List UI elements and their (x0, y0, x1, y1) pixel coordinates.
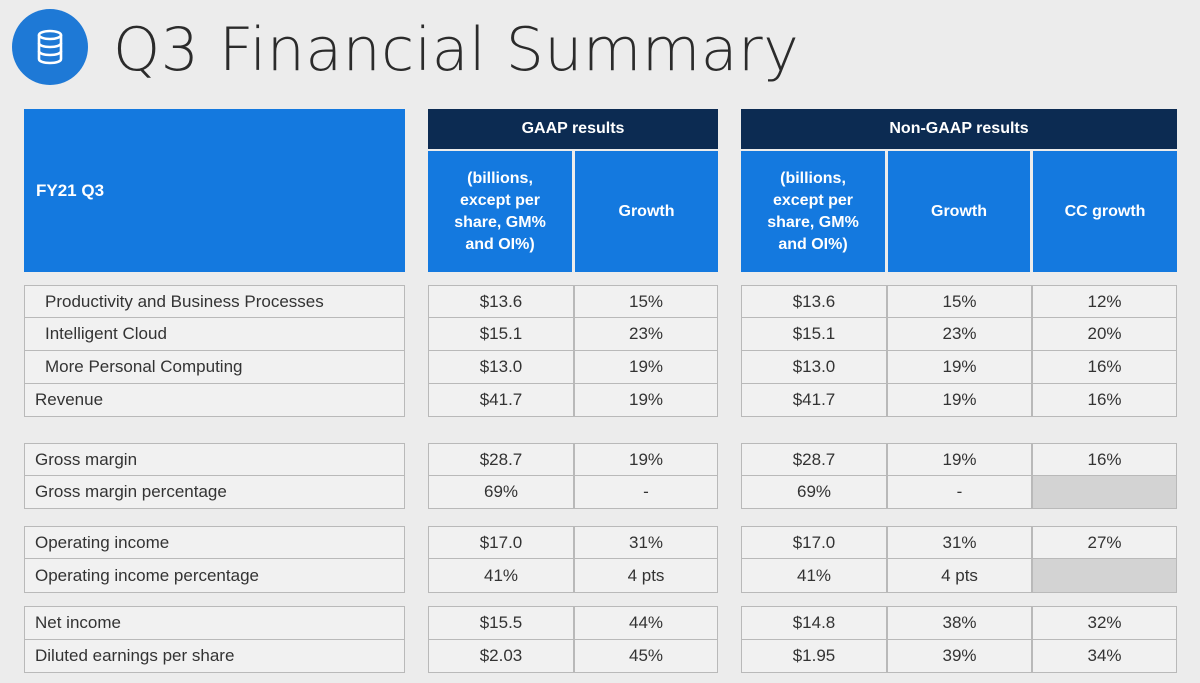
nongaap-col-growth-label: Growth (931, 202, 987, 220)
nongaap-col-growth-header: Growth (888, 151, 1030, 272)
cell-label: Productivity and Business Processes (24, 285, 405, 318)
cell-nongaap-amount: 69% (741, 476, 887, 509)
cell-nongaap-growth: 38% (887, 606, 1032, 640)
cell-gaap-amount: $28.7 (428, 443, 574, 476)
fy-header: FY21 Q3 (24, 109, 405, 272)
cell-gaap-amount: $15.5 (428, 606, 574, 640)
nongaap-col-amount-header: (billions, except per share, GM% and OI%… (741, 151, 885, 272)
cell-label: Revenue (24, 384, 405, 417)
cell-nongaap-cc-growth (1032, 559, 1177, 593)
cell-gaap-growth: - (574, 476, 718, 509)
cell-nongaap-cc-growth: 16% (1032, 443, 1177, 476)
cell-gaap-amount: $13.0 (428, 351, 574, 384)
cell-nongaap-amount: $13.0 (741, 351, 887, 384)
cell-gaap-amount: $17.0 (428, 526, 574, 559)
cell-nongaap-growth: 23% (887, 318, 1032, 351)
database-icon (12, 9, 88, 85)
nongaap-col-cc-label: CC growth (1064, 202, 1146, 220)
cell-gaap-growth: 19% (574, 384, 718, 417)
cell-nongaap-amount: $15.1 (741, 318, 887, 351)
gaap-col-growth-header: Growth (575, 151, 718, 272)
cell-nongaap-growth: 19% (887, 443, 1032, 476)
cell-gaap-growth: 44% (574, 606, 718, 640)
cell-gaap-growth: 19% (574, 443, 718, 476)
cell-gaap-amount: $15.1 (428, 318, 574, 351)
cell-gaap-growth: 23% (574, 318, 718, 351)
cell-label: Gross margin (24, 443, 405, 476)
cell-nongaap-amount: $13.6 (741, 285, 887, 318)
cell-gaap-growth: 31% (574, 526, 718, 559)
cell-gaap-growth: 45% (574, 640, 718, 673)
cell-nongaap-growth: 19% (887, 351, 1032, 384)
cell-nongaap-growth: 39% (887, 640, 1032, 673)
cell-label: Operating income (24, 526, 405, 559)
nongaap-col-cc-header: CC growth (1033, 151, 1177, 272)
cell-nongaap-growth: 4 pts (887, 559, 1032, 593)
nongaap-group-header: Non-GAAP results (741, 109, 1177, 149)
cell-nongaap-cc-growth: 34% (1032, 640, 1177, 673)
gaap-group-label: GAAP results (521, 120, 625, 137)
cell-nongaap-amount: $17.0 (741, 526, 887, 559)
cell-label: Diluted earnings per share (24, 640, 405, 673)
cell-nongaap-cc-growth (1032, 476, 1177, 509)
cell-nongaap-growth: 19% (887, 384, 1032, 417)
gaap-col-amount-label: (billions, except per share, GM% and OI%… (454, 169, 546, 253)
cell-nongaap-growth: - (887, 476, 1032, 509)
cell-nongaap-cc-growth: 20% (1032, 318, 1177, 351)
cell-nongaap-amount: $41.7 (741, 384, 887, 417)
cell-nongaap-cc-growth: 27% (1032, 526, 1177, 559)
gaap-col-growth-label: Growth (618, 202, 675, 220)
nongaap-group-label: Non-GAAP results (889, 120, 1029, 137)
cell-label: Operating income percentage (24, 559, 405, 593)
cell-gaap-growth: 15% (574, 285, 718, 318)
fy-label: FY21 Q3 (36, 180, 105, 200)
nongaap-col-amount-label: (billions, except per share, GM% and OI%… (767, 169, 859, 253)
cell-nongaap-cc-growth: 32% (1032, 606, 1177, 640)
cell-label: Intelligent Cloud (24, 318, 405, 351)
cell-label: More Personal Computing (24, 351, 405, 384)
cell-nongaap-amount: $14.8 (741, 606, 887, 640)
cell-gaap-amount: $2.03 (428, 640, 574, 673)
cell-nongaap-cc-growth: 16% (1032, 384, 1177, 417)
cell-gaap-amount: $13.6 (428, 285, 574, 318)
cell-gaap-amount: $41.7 (428, 384, 574, 417)
cell-label: Gross margin percentage (24, 476, 405, 509)
cell-nongaap-growth: 15% (887, 285, 1032, 318)
page-title: Q3 Financial Summary (113, 15, 800, 85)
cell-nongaap-amount: $1.95 (741, 640, 887, 673)
gaap-group-header: GAAP results (428, 109, 718, 149)
cell-label: Net income (24, 606, 405, 640)
cell-nongaap-cc-growth: 16% (1032, 351, 1177, 384)
cell-nongaap-growth: 31% (887, 526, 1032, 559)
cell-gaap-amount: 41% (428, 559, 574, 593)
cell-gaap-amount: 69% (428, 476, 574, 509)
cell-gaap-growth: 4 pts (574, 559, 718, 593)
cell-nongaap-amount: 41% (741, 559, 887, 593)
cell-gaap-growth: 19% (574, 351, 718, 384)
gaap-col-amount-header: (billions, except per share, GM% and OI%… (428, 151, 572, 272)
cell-nongaap-amount: $28.7 (741, 443, 887, 476)
cell-nongaap-cc-growth: 12% (1032, 285, 1177, 318)
